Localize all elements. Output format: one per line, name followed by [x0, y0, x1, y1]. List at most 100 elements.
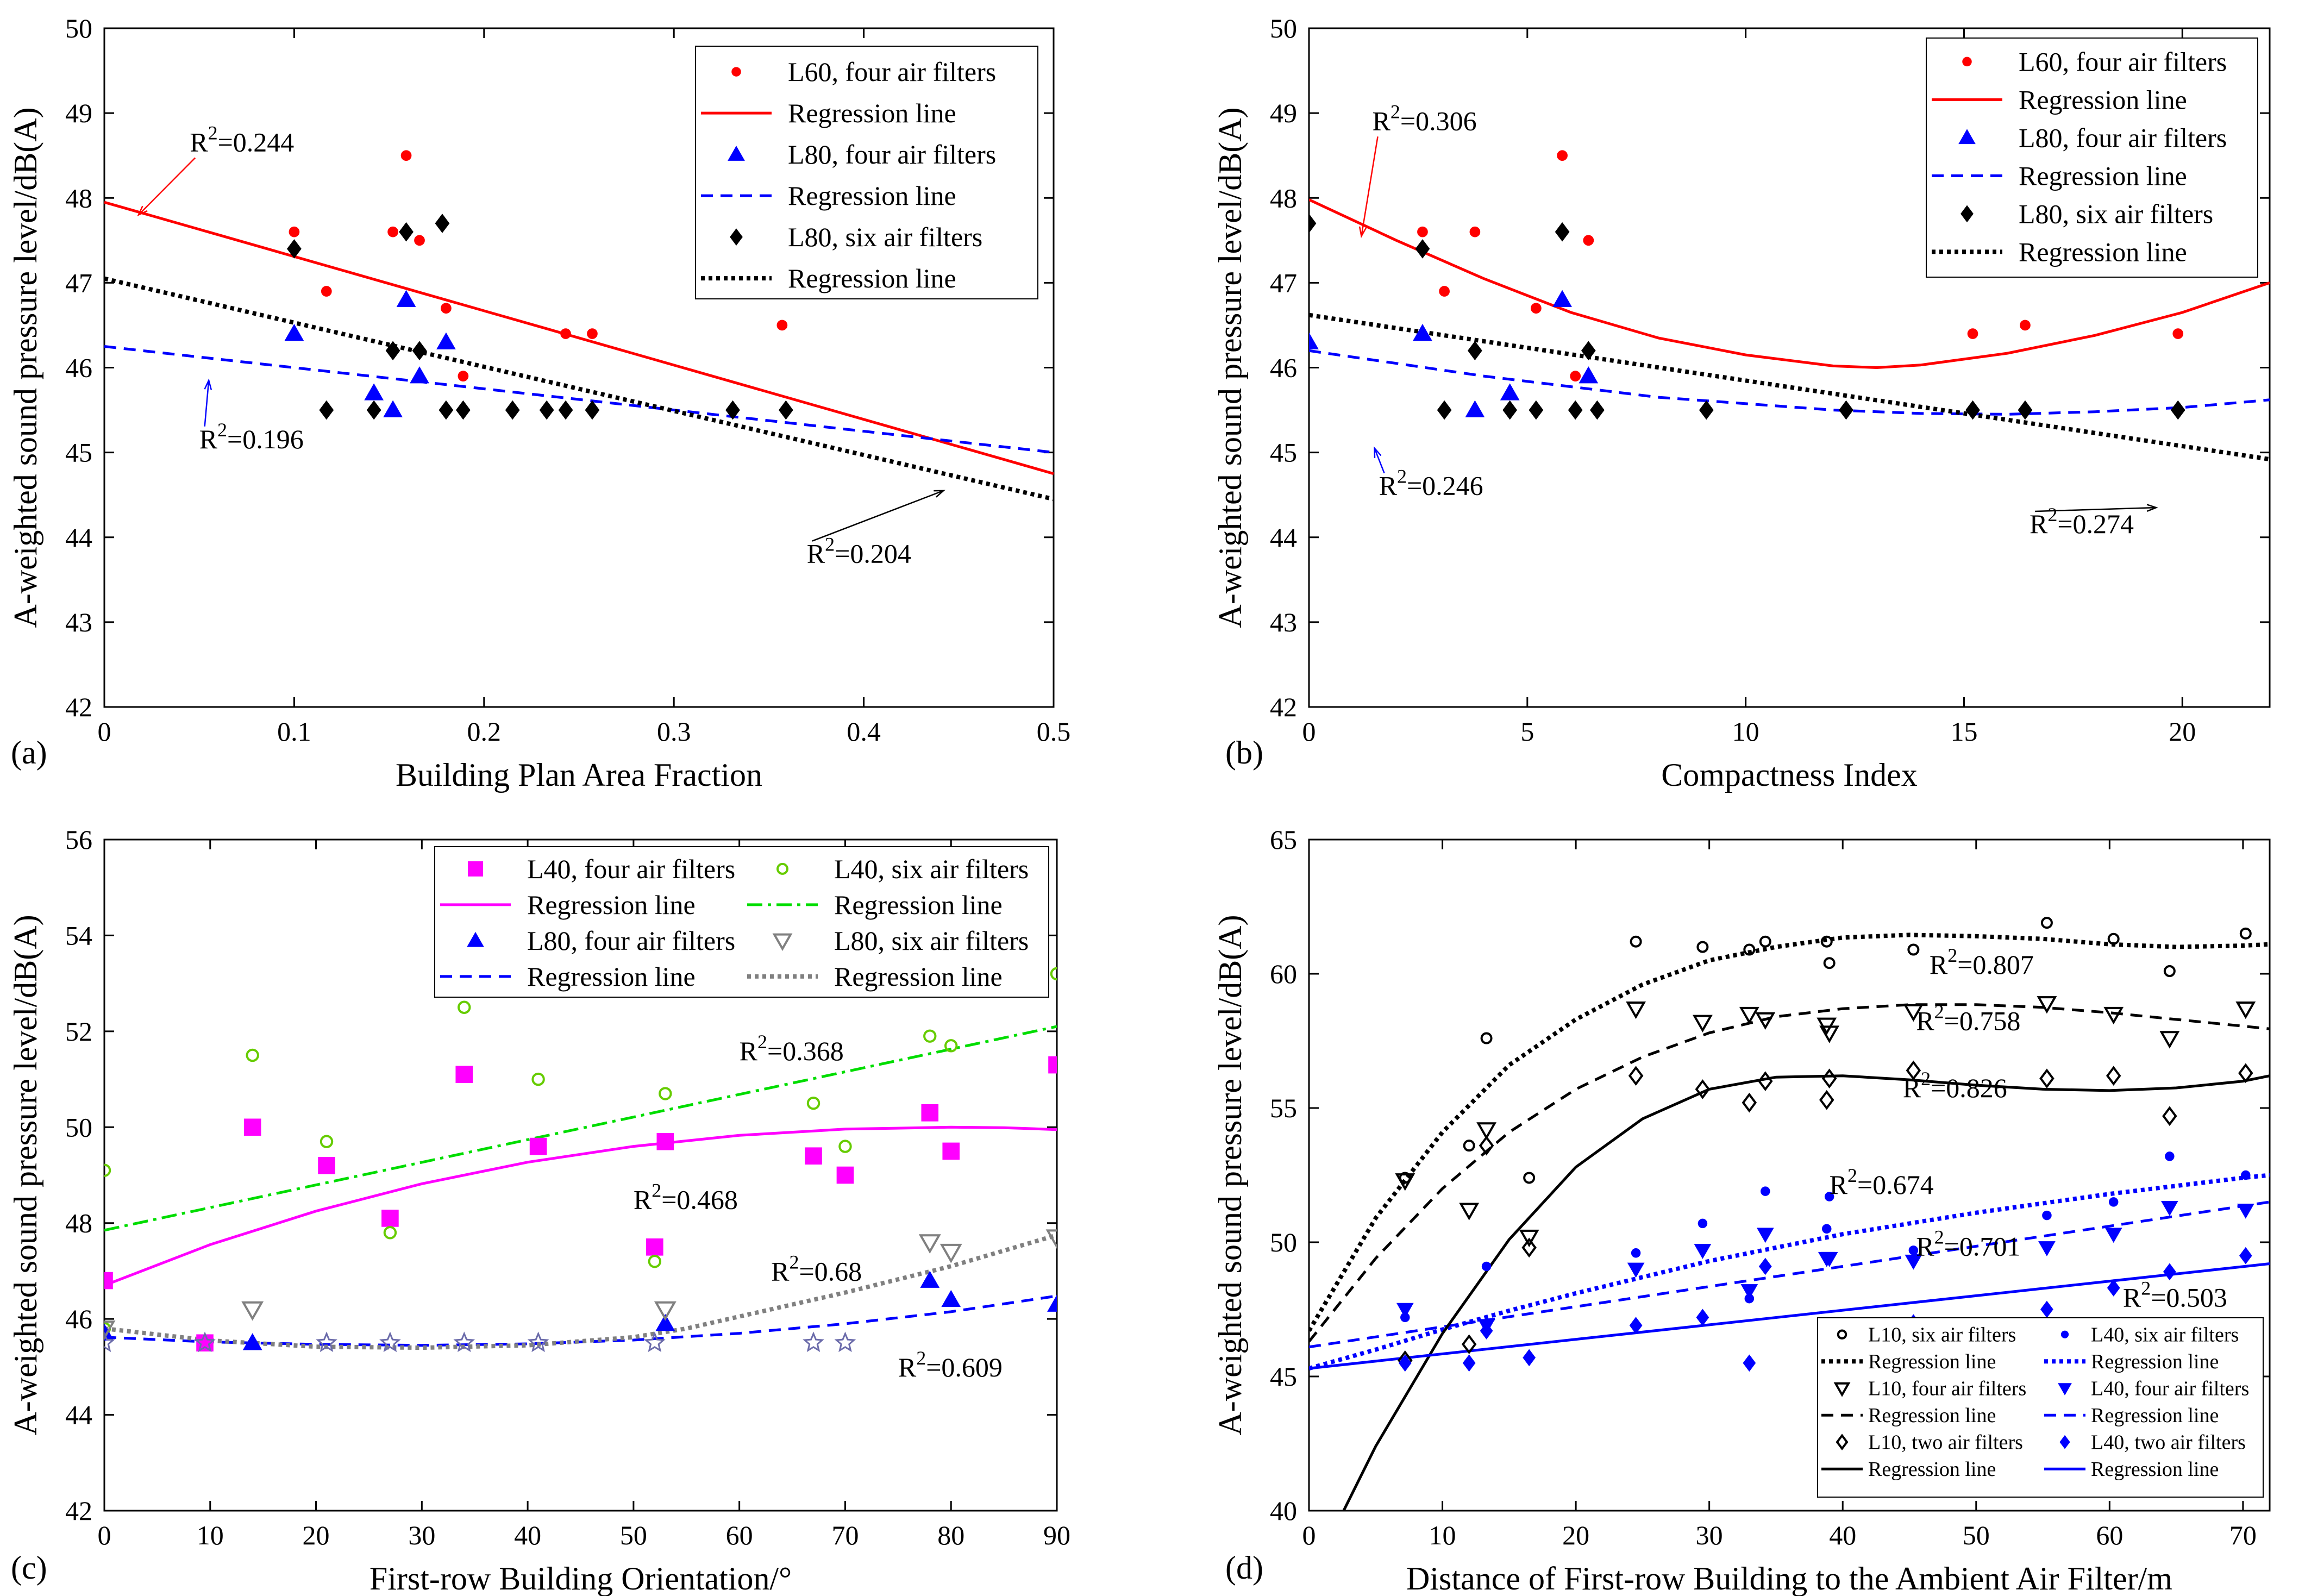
- data-point: [1699, 400, 1714, 420]
- legend-box: [1926, 37, 2258, 278]
- chart-panel-a: 0 0.1 0.2 0.3 0.4 0.5 42 43 44 45 46 47 48 49 50 Buildi…: [8, 13, 1070, 793]
- legend-box: [695, 46, 1038, 299]
- data-point: [1906, 1060, 1921, 1081]
- x-tick-label: 20: [1562, 1520, 1589, 1550]
- data-point: [385, 341, 400, 361]
- data-point: [1468, 341, 1482, 361]
- annotation-arrow: [2034, 506, 2157, 512]
- data-point: [941, 1290, 961, 1307]
- data-point: [920, 1270, 940, 1288]
- data-point: [2238, 1063, 2253, 1084]
- regression-line: [1309, 198, 2270, 370]
- data-point: [1819, 1025, 1840, 1043]
- data-point: [558, 400, 573, 420]
- data-point: [2042, 1210, 2052, 1221]
- data-point: [383, 400, 403, 417]
- data-point: [1743, 943, 1756, 956]
- data-point: [836, 1166, 854, 1184]
- data-point: [104, 1323, 114, 1341]
- data-point: [659, 1087, 672, 1100]
- data-point: [1903, 1004, 1924, 1022]
- data-point: [539, 400, 554, 420]
- data-point: [1469, 226, 1481, 237]
- data-point: [1552, 290, 1572, 307]
- data-point: [2160, 1201, 2178, 1216]
- data-point: [1309, 214, 1317, 233]
- data-point: [2172, 328, 2184, 339]
- data-point: [455, 400, 471, 420]
- annotation-arrow: [1361, 136, 1379, 236]
- y-tick-label: 52: [65, 1016, 92, 1047]
- legend-label: Regression line: [2019, 160, 2187, 191]
- regression-line: [104, 201, 1054, 475]
- legend-label: L10, two air filters: [1868, 1431, 2023, 1454]
- legend-label: L80, four air filters: [788, 139, 996, 170]
- x-tick-label: 15: [1950, 716, 1977, 747]
- data-point: [2170, 400, 2185, 420]
- legend-marker: [776, 862, 788, 875]
- panel-label: (b): [1225, 735, 1263, 771]
- data-point: [1481, 1261, 1492, 1272]
- legend-marker: [2059, 1435, 2070, 1449]
- legend-label: L80, six air filters: [2019, 198, 2213, 229]
- y-tick-label: 55: [1270, 1093, 1297, 1123]
- y-axis-label: A-weighted sound pressure level/dB(A): [1212, 107, 1248, 628]
- data-point: [1502, 400, 1518, 420]
- data-point: [725, 400, 740, 420]
- y-tick-label: 49: [65, 98, 92, 128]
- r2-annotation: R2=0.758: [1916, 1001, 2020, 1036]
- data-point: [284, 324, 304, 341]
- data-point: [655, 1313, 675, 1331]
- annotation-arrow: [138, 157, 196, 216]
- data-point: [435, 214, 450, 233]
- data-point: [1820, 935, 1833, 948]
- y-tick-label: 45: [1270, 1361, 1297, 1392]
- legend-marker: [2058, 1383, 2072, 1395]
- data-point: [1047, 1294, 1057, 1312]
- data-point: [1309, 332, 1319, 349]
- data-point: [1694, 1244, 1712, 1259]
- legend-label: Regression line: [527, 961, 696, 992]
- legend-label: L40, two air filters: [2091, 1431, 2246, 1454]
- data-point: [1819, 1090, 1834, 1110]
- data-point: [1570, 371, 1581, 381]
- data-point: [2106, 1066, 2121, 1086]
- annotation-arrowhead: [1358, 226, 1367, 239]
- data-point: [379, 1331, 401, 1353]
- legend-label: Regression line: [788, 263, 956, 293]
- data-point: [1465, 400, 1485, 417]
- regression-line: [1309, 349, 2270, 416]
- data-point: [1557, 150, 1568, 161]
- data-point: [1415, 239, 1430, 259]
- legend-label: Regression line: [2091, 1404, 2219, 1427]
- data-point: [921, 1104, 939, 1122]
- y-tick-label: 48: [65, 1208, 92, 1238]
- annotation-arrowhead: [2146, 504, 2158, 512]
- legend-marker: [1837, 1329, 1847, 1340]
- data-point: [1523, 1349, 1536, 1367]
- data-point: [1531, 303, 1542, 314]
- annotation-arrowhead: [934, 490, 945, 498]
- data-point: [194, 1331, 216, 1353]
- data-point: [587, 328, 598, 339]
- data-point: [1907, 943, 1920, 956]
- data-point: [414, 235, 425, 246]
- legend-label: L40, four air filters: [2091, 1378, 2249, 1400]
- legend-label: L80, six air filters: [834, 925, 1029, 956]
- x-axis-label: Compactness Index: [1661, 757, 1918, 793]
- x-tick-label: 30: [1696, 1520, 1723, 1550]
- data-point: [381, 1210, 399, 1227]
- data-point: [366, 400, 381, 420]
- x-axis-label: Distance of First-row Building to the Am…: [1406, 1561, 2172, 1596]
- legend-label: Regression line: [788, 180, 956, 211]
- legend-marker: [1836, 1434, 1849, 1451]
- data-point: [527, 1331, 549, 1353]
- y-tick-label: 48: [1270, 183, 1297, 213]
- legend-label: Regression line: [2091, 1350, 2219, 1373]
- data-point: [458, 371, 469, 381]
- regression-line: [104, 345, 1054, 454]
- data-point: [1627, 1262, 1645, 1278]
- r2-annotation: R2=0.609: [898, 1347, 1003, 1382]
- data-point: [2159, 1031, 2180, 1049]
- data-point: [2239, 927, 2252, 940]
